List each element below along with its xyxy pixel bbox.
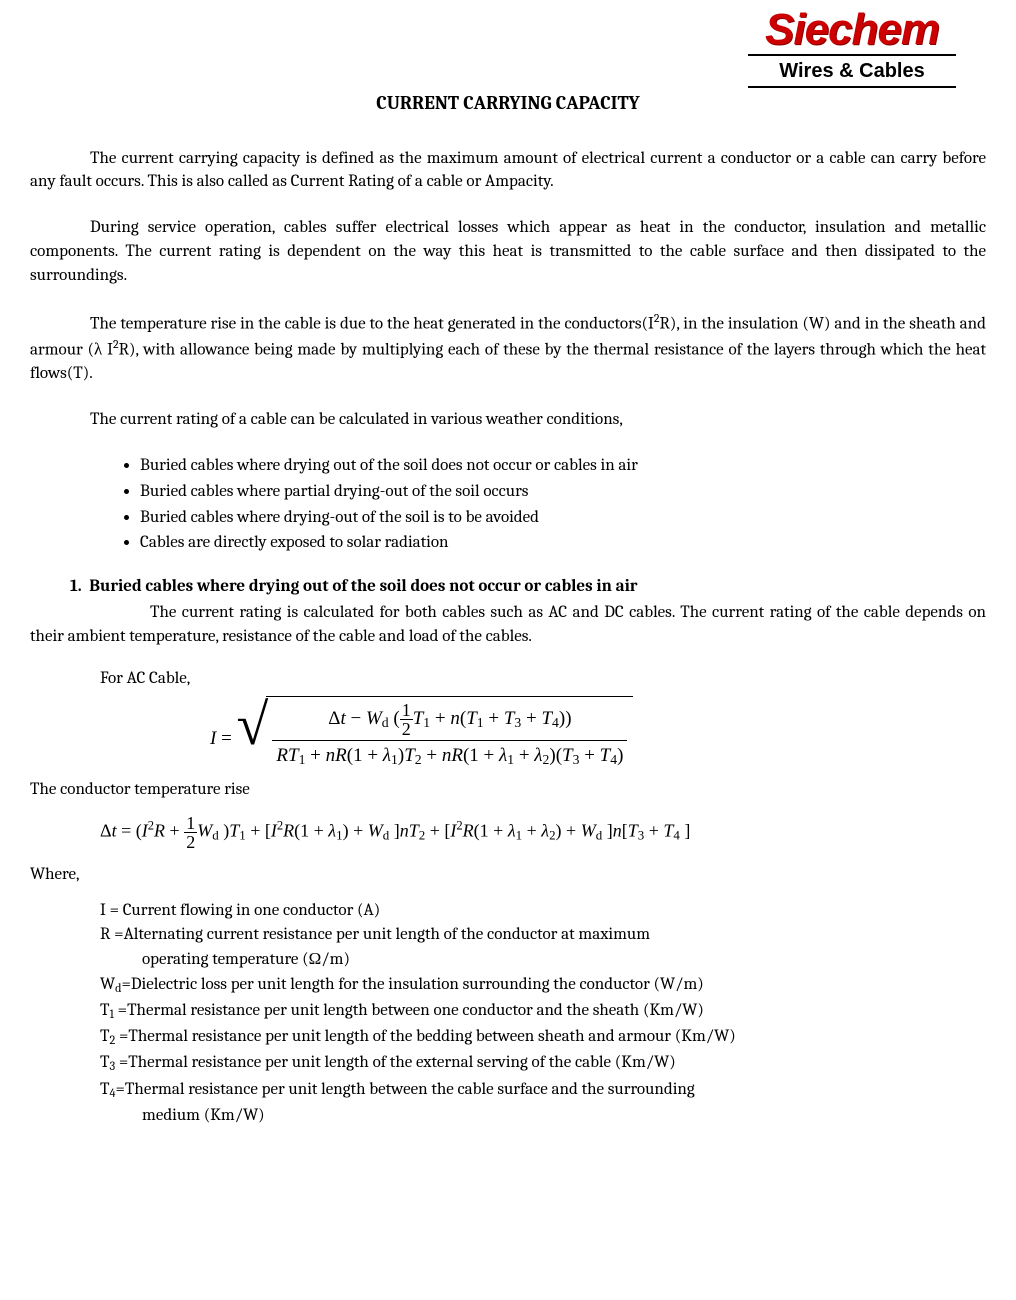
p3-part-c: R), with allowance being made by multipl… (30, 341, 986, 384)
def-T1: T1 =Thermal resistance per unit length b… (100, 999, 986, 1024)
def-Wd-text: =Dielectric loss per unit length for the… (122, 975, 704, 994)
def-R-line2: operating temperature (Ω/m) (142, 948, 986, 972)
def-T1-text: =Thermal resistance per unit length betw… (114, 1001, 704, 1020)
conductor-rise-label: The conductor temperature rise (30, 778, 986, 802)
def-T4-line1: T4=Thermal resistance per unit length be… (100, 1078, 986, 1103)
list-item: Buried cables where drying-out of the so… (140, 506, 986, 530)
def-T2-text: =Thermal resistance per unit length of t… (115, 1027, 735, 1046)
section-title: Buried cables where drying out of the so… (89, 577, 637, 596)
logo-main-text: Siechem (748, 8, 956, 52)
for-ac-label: For AC Cable, (100, 667, 986, 691)
paragraph-heat: During service operation, cables suffer … (30, 216, 986, 287)
section-number: 1. (70, 577, 82, 596)
formula-current-I: I = √ Δt − Wd (12T1 + n(T1 + T3 + T4)) R… (210, 696, 986, 772)
paragraph-temp-rise: The temperature rise in the cable is due… (30, 310, 986, 387)
logo-sub-text: Wires & Cables (748, 54, 956, 88)
def-I: I = Current flowing in one conductor (A) (100, 899, 986, 923)
section-1-heading: 1. Buried cables where drying out of the… (70, 575, 986, 599)
formula-denominator: RT1 + nR(1 + λ1)T2 + nR(1 + λ1 + λ2)(T3 … (272, 741, 627, 770)
brand-logo: Siechem Wires & Cables (748, 8, 956, 88)
list-item: Cables are directly exposed to solar rad… (140, 531, 986, 555)
paragraph-intro: The current carrying capacity is defined… (30, 147, 986, 195)
def-T4-text: =Thermal resistance per unit length betw… (116, 1080, 695, 1099)
where-label: Where, (30, 863, 986, 887)
list-item: Buried cables where drying out of the so… (140, 454, 986, 478)
p3-part-a: The temperature rise in the cable is due… (90, 314, 654, 333)
def-R-line1: R =Alternating current resistance per un… (100, 923, 986, 947)
formula-lhs: I (210, 728, 216, 749)
def-T3-text: =Thermal resistance per unit length of t… (115, 1053, 676, 1072)
def-T2: T2 =Thermal resistance per unit length o… (100, 1025, 986, 1050)
list-item: Buried cables where partial drying-out o… (140, 480, 986, 504)
definitions-block: I = Current flowing in one conductor (A)… (100, 899, 986, 1128)
sqrt-icon: √ (237, 696, 269, 772)
page-title: CURRENT CARRYING CAPACITY (30, 90, 986, 117)
def-T4-line2: medium (Km/W) (142, 1104, 986, 1128)
def-T3: T3 =Thermal resistance per unit length o… (100, 1051, 986, 1076)
section-1-body: The current rating is calculated for bot… (30, 601, 986, 649)
conditions-list: Buried cables where drying out of the so… (140, 454, 986, 555)
formula-delta-t: Δt = (I2R + 12Wd )T1 + [I2R(1 + λ1) + Wd… (100, 814, 986, 851)
formula-numerator: Δt − Wd (12T1 + n(T1 + T3 + T4)) (272, 701, 627, 741)
def-Wd: Wd=Dielectric loss per unit length for t… (100, 973, 986, 998)
paragraph-conditions: The current rating of a cable can be cal… (30, 408, 986, 432)
